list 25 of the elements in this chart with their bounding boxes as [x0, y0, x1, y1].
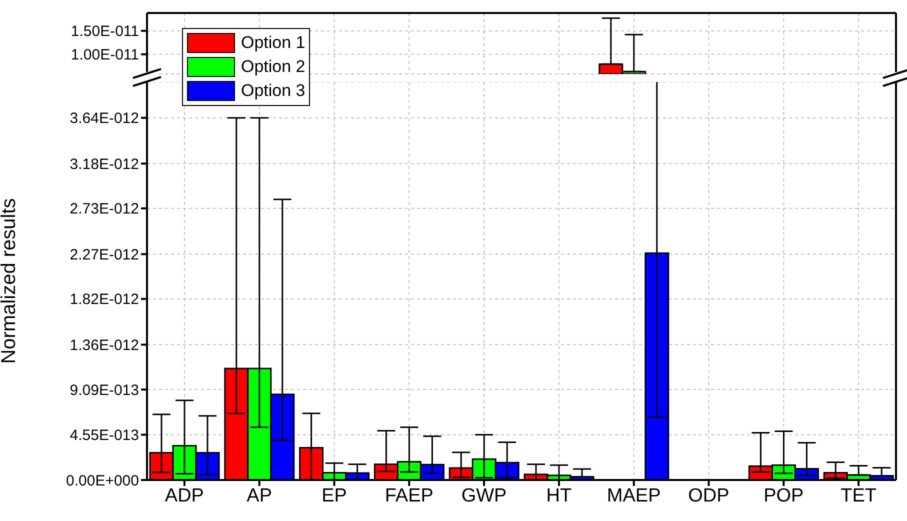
x-tick-label: ADP	[164, 485, 204, 506]
legend-label: Option 1	[241, 33, 306, 53]
y-axis-title: Normalized results	[0, 198, 20, 364]
y-tick-label: 1.82E-012	[70, 291, 139, 308]
y-tick-label: 3.64E-012	[70, 110, 139, 128]
y-tick-label: 0.00E+000	[66, 472, 139, 490]
x-tick-label: GWP	[461, 485, 507, 506]
y-tick-label: 3.18E-012	[70, 156, 139, 173]
x-tick-label: AP	[246, 485, 272, 506]
legend-label: Option 2	[241, 57, 306, 77]
x-tick-label: FAEP	[384, 485, 434, 506]
y-tick-label: 2.27E-012	[70, 246, 139, 264]
x-tick-label: TET	[840, 485, 877, 506]
x-tick-label: HT	[546, 485, 572, 506]
y-tick-label: 1.50E-011	[70, 23, 139, 40]
x-tick-label: EP	[322, 485, 347, 506]
legend-label: Option 3	[241, 81, 306, 101]
y-tick-label: 2.73E-012	[70, 200, 139, 218]
x-tick-label: MAEP	[606, 485, 661, 506]
y-tick-label: 1.00E-011	[70, 46, 139, 64]
y-tick-label: 1.36E-012	[70, 337, 139, 354]
y-tick-label: 4.55E-013	[70, 427, 139, 444]
y-tick-label: 9.09E-013	[70, 382, 139, 399]
x-tick-label: POP	[764, 485, 804, 506]
x-tick-label: ODP	[688, 485, 730, 506]
